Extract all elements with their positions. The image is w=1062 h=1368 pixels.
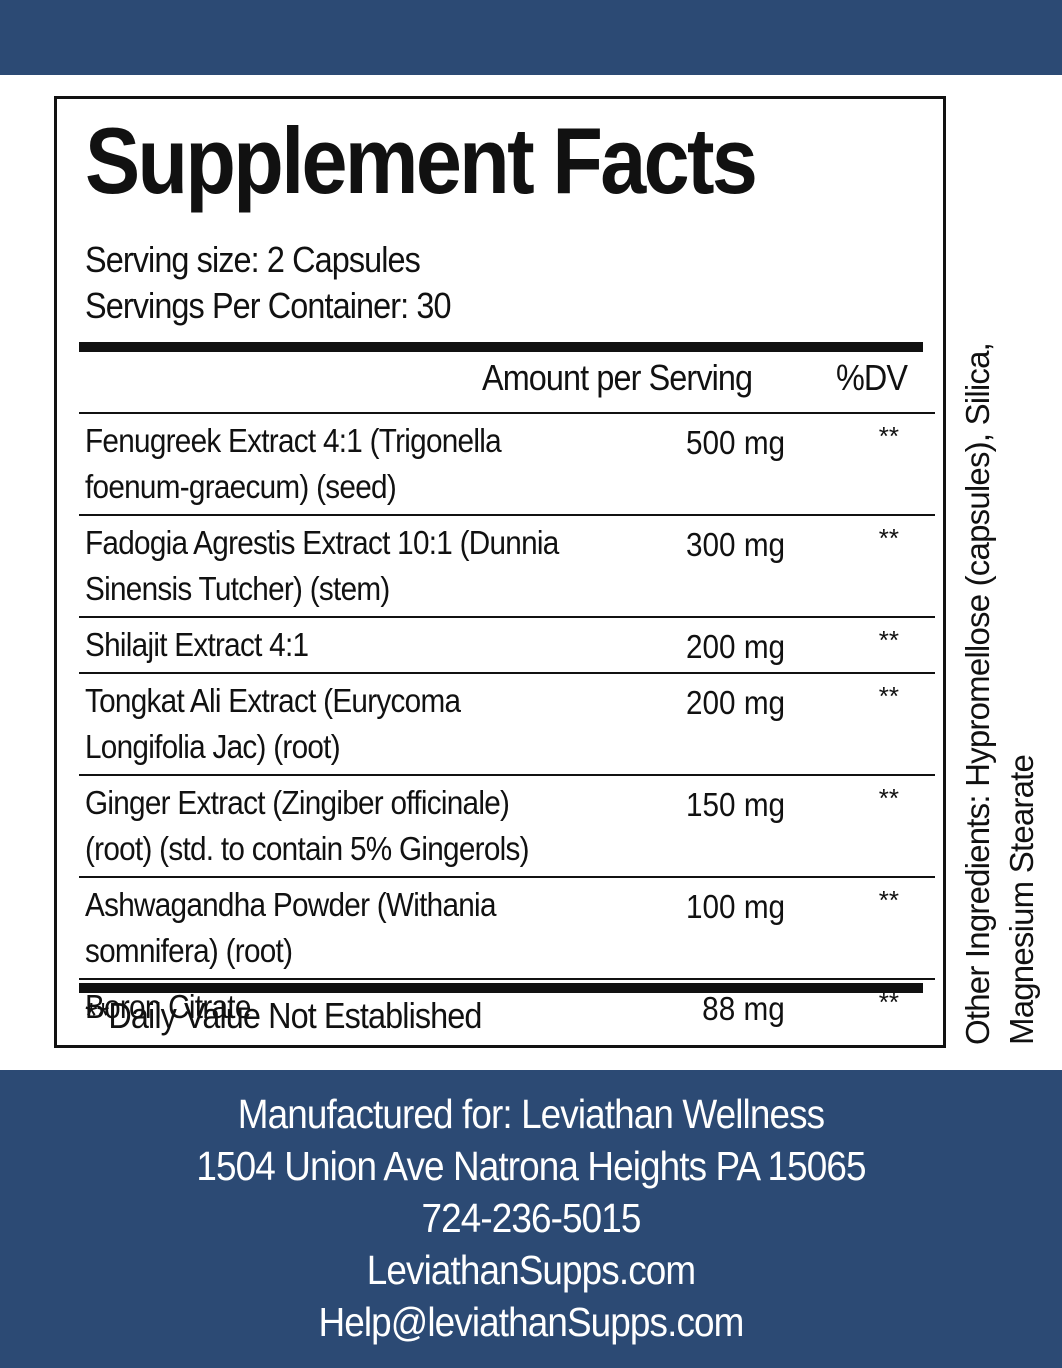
ingredient-dv: ** bbox=[878, 523, 899, 553]
serving-size: Serving size: 2 Capsules bbox=[85, 239, 421, 280]
ingredient-amount: 500 mg bbox=[685, 424, 785, 461]
footnote: **Daily Value Not Established bbox=[85, 995, 482, 1036]
footer-line: Manufactured for: Leviathan Wellness bbox=[237, 1091, 825, 1137]
ingredient-name: Boron Citrate bbox=[85, 988, 251, 1025]
footer-line: Help@leviathanSupps.com bbox=[318, 1299, 745, 1345]
ingredient-dv: ** bbox=[878, 885, 899, 915]
ingredient-amount: 200 mg bbox=[685, 684, 785, 721]
ingredient-dv: ** bbox=[878, 625, 899, 655]
facts-panel: Supplement Facts Serving size: 2 Capsule… bbox=[54, 96, 946, 1048]
ingredient-name: Shilajit Extract 4:1 bbox=[85, 626, 309, 663]
ingredient-amount: 100 mg bbox=[685, 888, 785, 925]
ingredient-row: Fenugreek Extract 4:1 (Trigonella foenum… bbox=[79, 412, 935, 514]
divider bbox=[79, 983, 923, 993]
top-band bbox=[0, 0, 1062, 75]
column-header: Amount per Serving bbox=[482, 357, 753, 398]
ingredient-name: Fenugreek Extract 4:1 (Trigonella foenum… bbox=[85, 422, 502, 505]
ingredient-row: Fadogia Agrestis Extract 10:1 (Dunnia Si… bbox=[79, 514, 935, 616]
ingredient-row: Shilajit Extract 4:1 200 mg ** bbox=[79, 616, 935, 672]
other-ingredients: Other Ingredients: Hypromellose (capsule… bbox=[959, 342, 1040, 1045]
footer-line: LeviathanSupps.com bbox=[366, 1247, 696, 1293]
ingredient-name: Ashwagandha Powder (Withania somnifera) … bbox=[85, 886, 496, 969]
ingredient-name: Fadogia Agrestis Extract 10:1 (Dunnia Si… bbox=[85, 524, 559, 607]
divider bbox=[79, 342, 923, 352]
ingredient-dv: ** bbox=[878, 783, 899, 813]
ingredient-dv: ** bbox=[878, 421, 899, 451]
ingredient-dv: ** bbox=[878, 987, 899, 1017]
servings-per-container: Servings Per Container: 30 bbox=[85, 285, 452, 326]
footer-line: 724-236-5015 bbox=[421, 1195, 641, 1241]
ingredient-amount: 200 mg bbox=[685, 628, 785, 665]
ingredient-amount: 88 mg bbox=[702, 990, 785, 1027]
title: Supplement Facts bbox=[85, 108, 758, 213]
ingredient-row: Ashwagandha Powder (Withania somnifera) … bbox=[79, 876, 935, 978]
footer-line: 1504 Union Ave Natrona Heights PA 15065 bbox=[196, 1143, 866, 1189]
ingredient-row: Ginger Extract (Zingiber officinale) (ro… bbox=[79, 774, 935, 876]
ingredient-row: Tongkat Ali Extract (Eurycoma Longifolia… bbox=[79, 672, 935, 774]
ingredient-name: Tongkat Ali Extract (Eurycoma Longifolia… bbox=[85, 682, 461, 765]
footer: Manufactured for: Leviathan Wellness 1504… bbox=[0, 1070, 1062, 1368]
ingredient-amount: 150 mg bbox=[685, 786, 785, 823]
ingredient-table: Fenugreek Extract 4:1 (Trigonella foenum… bbox=[79, 412, 935, 1034]
ingredient-row: Boron Citrate 88 mg ** bbox=[79, 978, 935, 1034]
ingredient-dv: ** bbox=[878, 681, 899, 711]
column-header: %DV bbox=[835, 357, 908, 398]
ingredient-amount: 300 mg bbox=[685, 526, 785, 563]
ingredient-name: Ginger Extract (Zingiber officinale) (ro… bbox=[85, 784, 530, 867]
